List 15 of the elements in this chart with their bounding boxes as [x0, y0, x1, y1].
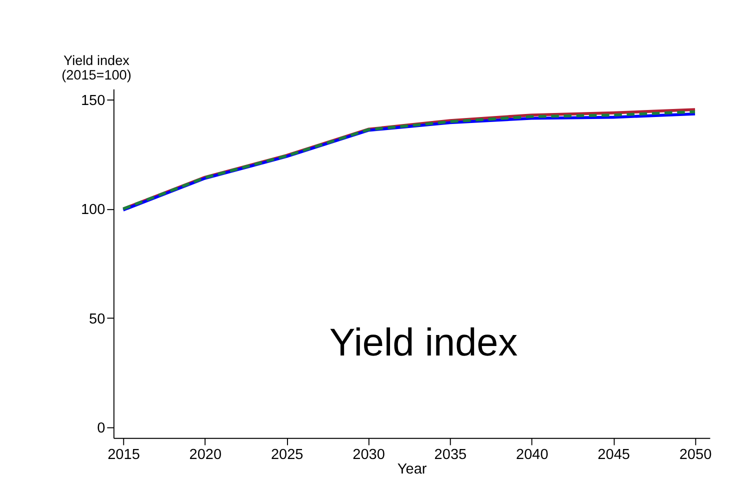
x-tick-label: 2050: [679, 446, 712, 463]
annotation: Yield index: [329, 321, 518, 364]
x-tick-label: 2030: [352, 446, 385, 463]
y-tick-label: 50: [89, 311, 106, 328]
x-axis-title: Year: [397, 461, 427, 478]
x-tick-label: 2025: [270, 446, 304, 463]
x-tick-label: 2015: [108, 446, 140, 463]
y-tick-label: 150: [80, 93, 106, 110]
y-axis-title: Yield index (2015=100): [62, 53, 132, 83]
x-tick-label: 2040: [516, 446, 548, 463]
x-tick-label: 2035: [434, 446, 467, 463]
y-tick-label: 0: [97, 420, 106, 436]
x-tick-label: 2020: [189, 446, 222, 463]
y-tick-label: 100: [80, 202, 106, 218]
x-tick-label: 2045: [598, 446, 630, 463]
